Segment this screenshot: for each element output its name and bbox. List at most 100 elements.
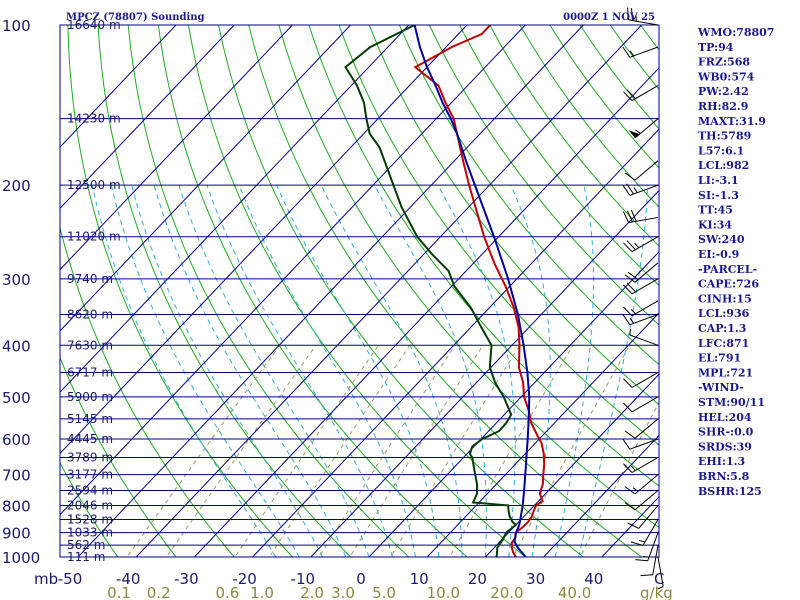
mixing-ratio-line	[390, 345, 521, 557]
mixing-ratio-tick-label: 10.0	[427, 584, 460, 600]
sounding-index-text: CAPE:726	[698, 278, 759, 291]
wind-barb-staff	[634, 118, 659, 139]
wind-barb	[624, 474, 659, 495]
pressure-tick-label: 100	[2, 17, 31, 35]
sounding-index-text: -PARCEL-	[698, 263, 757, 276]
wind-barb-staff	[634, 160, 659, 181]
dry-adiabat-line	[127, 25, 410, 557]
temperature-tick-label: 30	[526, 570, 545, 588]
sounding-index-text: MAXT:31.9	[698, 115, 766, 128]
sounding-index-text: EL:791	[698, 352, 741, 365]
wind-barb-staff	[634, 262, 659, 283]
sounding-index-text: BRN:5.8	[698, 470, 750, 483]
wind-barb-staff	[629, 46, 659, 58]
mixing-ratio-unit-label: g/kg	[640, 584, 673, 600]
wind-barb	[623, 236, 659, 253]
sounding-index-text: SHR-:0.0	[698, 426, 754, 439]
wind-barb-staff	[631, 85, 659, 102]
series-dewpoint-line	[344, 25, 518, 557]
wind-barb-staff	[638, 505, 659, 529]
wind-barb-flag	[626, 89, 636, 99]
sounding-index-text: LFC:871	[698, 337, 749, 350]
sounding-index-text: TP:94	[698, 41, 734, 54]
temperature-tick-label: 0	[356, 570, 366, 588]
wind-barb-flag	[624, 274, 636, 283]
wind-barb-flag	[626, 240, 636, 251]
mixing-ratio-tick-label: 0.6	[215, 584, 239, 600]
dry-adiabat-line	[67, 25, 294, 557]
wind-barb-flag	[627, 522, 639, 529]
isotherm-line	[60, 25, 526, 516]
isotherm-line	[542, 434, 659, 557]
mixing-ratio-line	[449, 345, 574, 557]
wind-barb-flag	[627, 271, 639, 281]
pressure-tick-label: 900	[2, 525, 31, 543]
wind-barb-flag	[624, 430, 636, 439]
height-label: 14230 m	[67, 112, 121, 126]
wind-barb	[627, 7, 659, 26]
height-label: 11020 m	[67, 230, 121, 244]
temperature-tick-label: 20	[468, 570, 487, 588]
wind-barb	[623, 300, 659, 317]
plot-frame	[59, 24, 660, 558]
wind-barb-flag	[627, 7, 629, 20]
wind-barb-flag	[622, 211, 629, 223]
mixing-ratio-tick-label: 20.0	[490, 584, 523, 600]
isotherm-line	[60, 25, 293, 271]
isotherm-line	[60, 25, 468, 455]
height-label: 8620 m	[67, 307, 113, 321]
sounding-index-text: SW:240	[698, 233, 745, 246]
isotherm-line	[251, 128, 659, 557]
wind-barb-flag	[623, 463, 633, 473]
pressure-tick-label: 700	[2, 467, 31, 485]
sounding-index-text: LCL:982	[698, 159, 749, 172]
height-label: 2594 m	[67, 484, 113, 498]
height-labels: 16640 m 14230 m 12500 m 11020 m 9740 m 8620 m…	[67, 18, 121, 564]
pressure-tick-label: 400	[2, 337, 31, 355]
wind-barb	[640, 545, 659, 577]
dry-adiabat-line	[368, 25, 659, 406]
dry-adiabat-line	[278, 25, 659, 529]
dry-adiabat-line	[218, 25, 585, 557]
wind-barb-staff	[634, 474, 659, 495]
wind-barb-half-flag	[638, 539, 646, 543]
height-label: 16640 m	[67, 18, 121, 32]
height-label: 2046 m	[67, 498, 113, 512]
sounding-index-text: CAP:1.3	[698, 322, 746, 335]
dry-adiabat-line	[308, 25, 659, 487]
wind-barb-half-flag	[629, 328, 631, 336]
wind-barb-staff	[657, 556, 664, 587]
wind-barb-half-flag	[633, 187, 638, 193]
wind-barb	[623, 396, 659, 413]
wind-barb	[624, 490, 659, 511]
isotherm-line	[77, 25, 584, 557]
wind-barb-half-flag	[657, 586, 664, 590]
dry-adiabat-line	[60, 356, 177, 557]
mixing-ratio-tick-label: 0.2	[147, 584, 171, 600]
sounding-index-text: CINH:15	[698, 292, 752, 305]
isotherm-line	[484, 373, 659, 557]
dry-adiabat-line	[60, 225, 235, 557]
sounding-index-text: L57:6.1	[698, 144, 744, 157]
wind-barb	[624, 418, 659, 439]
mixing-ratio-tick-label: 0.1	[107, 584, 131, 600]
wind-barb-staff	[629, 313, 659, 326]
pressure-tick-label: 300	[2, 271, 31, 289]
height-label: 1528 m	[67, 513, 113, 527]
wind-barb-staff	[631, 396, 659, 413]
pressure-tick-label: 600	[2, 431, 31, 449]
sounding-index-text: TT:45	[698, 204, 733, 217]
moist-adiabat-line	[91, 184, 277, 557]
height-label: 1033 m	[67, 526, 113, 540]
pressure-tick-label: 1000	[2, 549, 40, 567]
wind-barb-flag	[626, 282, 636, 293]
wind-barb	[629, 328, 659, 346]
wind-barbs	[622, 7, 664, 590]
wind-barb	[630, 519, 659, 546]
height-label: 3789 m	[67, 451, 113, 465]
mixing-ratio-tick-label: 2.0	[300, 584, 324, 600]
height-label: 5900 m	[67, 390, 113, 404]
wind-barb-flag	[622, 438, 631, 450]
